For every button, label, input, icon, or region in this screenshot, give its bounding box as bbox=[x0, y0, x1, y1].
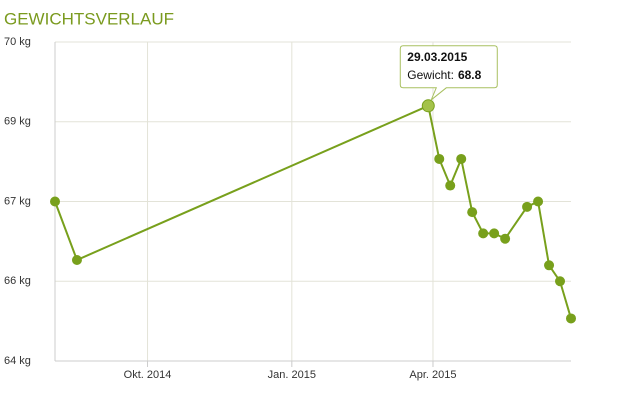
tooltip-text: Gewicht: 68.8 bbox=[407, 68, 481, 82]
tooltip-label: Gewicht: bbox=[407, 68, 454, 82]
data-point bbox=[445, 180, 456, 191]
data-point bbox=[489, 228, 500, 239]
data-point bbox=[456, 153, 467, 164]
x-tick-label: Jan. 2015 bbox=[268, 369, 316, 381]
data-point bbox=[533, 196, 544, 207]
tooltip: 29.03.2015 Gewicht: 68.8 bbox=[399, 45, 498, 101]
data-point bbox=[71, 254, 82, 265]
data-point bbox=[467, 207, 478, 218]
tooltip-date: 29.03.2015 bbox=[407, 50, 467, 64]
data-point bbox=[50, 196, 60, 207]
line bbox=[54, 104, 572, 319]
data-point bbox=[555, 276, 566, 287]
y-tick-label: 67 kg bbox=[4, 195, 31, 207]
data-point bbox=[566, 313, 576, 324]
chart-title: GEWICHTSVERLAUF bbox=[4, 9, 174, 28]
x-tick-label: Okt. 2014 bbox=[124, 369, 172, 381]
data-point bbox=[500, 233, 511, 244]
y-tick-label: 70 kg bbox=[4, 36, 31, 48]
tooltip-box bbox=[399, 45, 498, 101]
data-point bbox=[544, 260, 555, 271]
y-tick-label: 64 kg bbox=[4, 355, 31, 367]
data-point bbox=[434, 153, 445, 164]
x-tick-label: Apr. 2015 bbox=[409, 369, 456, 381]
data-point bbox=[478, 228, 489, 239]
data-point bbox=[421, 99, 435, 113]
tooltip-value: 68.8 bbox=[458, 68, 482, 82]
y-tick-label: 69 kg bbox=[4, 116, 31, 128]
data-point bbox=[522, 201, 533, 212]
y-tick-label: 66 kg bbox=[4, 275, 31, 287]
